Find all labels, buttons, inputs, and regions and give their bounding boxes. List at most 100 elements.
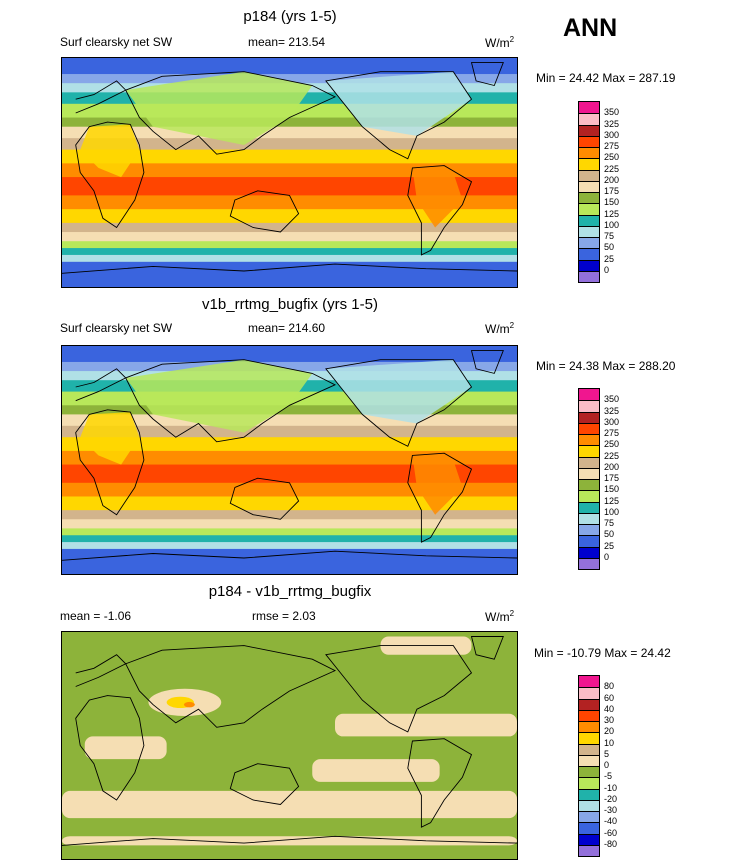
map-band (62, 542, 517, 550)
colorbar-tick-label: 60 (604, 692, 615, 703)
colorbar-swatch (579, 732, 599, 744)
map-band (62, 437, 517, 452)
colorbar-swatch (579, 743, 599, 755)
colorbar-tick-label: 30 (604, 715, 615, 725)
panel-2-map (61, 345, 518, 575)
colorbar-tick-label: 350 (604, 107, 620, 118)
map-coastline (325, 71, 473, 160)
colorbar-swatch (579, 158, 599, 170)
map-band (62, 496, 517, 511)
panel-1-minmax: Min = 24.42 Max = 287.19 (536, 71, 676, 85)
panel-2-minmax: Min = 24.38 Max = 288.20 (536, 359, 676, 373)
map-band (62, 163, 517, 178)
map-coastline (75, 368, 127, 402)
colorbar-tick-label: 25 (604, 253, 615, 264)
map-coastline (325, 645, 473, 733)
map-band (62, 519, 517, 529)
colorbar-swatch (579, 799, 599, 811)
map-coastline (62, 835, 517, 846)
annual-label: ANN (563, 14, 618, 42)
map-coastline (407, 452, 473, 543)
panel-1-variable: Surf clearsky net SW (60, 35, 173, 49)
colorbar-swatch (579, 400, 599, 412)
map-band (62, 425, 517, 438)
colorbar-tick-label: 20 (604, 726, 615, 737)
panel-1-map (61, 57, 518, 288)
colorbar-tick-label: 275 (604, 141, 620, 151)
colorbar-tick-label: 275 (604, 428, 620, 438)
map-band (62, 254, 517, 263)
map-coastline (125, 645, 337, 728)
colorbar-swatch (579, 248, 599, 260)
colorbar-tick-label: -30 (604, 805, 618, 815)
colorbar-swatch (579, 676, 599, 688)
panel-2-mean: mean= 214.60 (248, 321, 326, 335)
colorbar-swatch (579, 270, 599, 282)
colorbar-tick-label: -80 (604, 838, 618, 849)
map-band (62, 248, 517, 256)
panel-1-title: p184 (yrs 1-5) (243, 8, 337, 25)
colorbar-swatch (579, 102, 599, 114)
colorbar-swatch (579, 445, 599, 457)
panel-3-mean: mean = -1.06 (60, 609, 132, 623)
panel-2-colorbar (578, 388, 600, 570)
colorbar-swatch (579, 709, 599, 721)
colorbar-tick-label: 100 (604, 219, 620, 230)
colorbar-swatch (579, 788, 599, 800)
panel-2-units: W/m2 (485, 321, 515, 336)
colorbar-swatch (579, 203, 599, 215)
map-band (62, 535, 517, 543)
map-coastline (470, 636, 504, 660)
map-band (62, 346, 517, 363)
colorbar-swatch (579, 147, 599, 159)
colorbar-swatch (579, 754, 599, 766)
colorbar-tick-label: 175 (604, 186, 620, 196)
map-coastline (229, 190, 300, 233)
colorbar-tick-label: -5 (604, 771, 613, 782)
map-band (62, 195, 517, 210)
colorbar-tick-label: 250 (604, 152, 620, 163)
panel-3-rmse: rmse = 2.03 (252, 609, 316, 623)
map-coastline (75, 121, 145, 229)
colorbar-swatch (579, 512, 599, 524)
colorbar-tick-label: 125 (604, 208, 620, 219)
map-coastline (125, 71, 337, 155)
colorbar-tick-label: 300 (604, 416, 620, 427)
map-patch (335, 713, 517, 737)
colorbar-swatch (579, 535, 599, 547)
map-band (62, 74, 517, 84)
map-band (62, 209, 517, 224)
colorbar-swatch (579, 124, 599, 136)
colorbar-tick-label: -40 (604, 816, 618, 827)
colorbar-swatch (579, 777, 599, 789)
colorbar-tick-label: 50 (604, 242, 615, 253)
colorbar-tick-label: 75 (604, 231, 615, 241)
map-band (62, 138, 517, 151)
colorbar-swatch (579, 546, 599, 558)
colorbar-swatch (579, 833, 599, 845)
colorbar-tick-label: -60 (604, 827, 618, 838)
map-band (62, 361, 517, 372)
colorbar-swatch (579, 524, 599, 536)
colorbar-swatch (579, 169, 599, 181)
map-coastline (75, 80, 127, 114)
map-coastline (75, 695, 145, 801)
map-land-fill (125, 71, 313, 145)
panel-3-units: W/m2 (485, 609, 515, 624)
colorbar-swatch (579, 844, 599, 856)
map-land-fill (325, 71, 472, 136)
colorbar-tick-label: 250 (604, 439, 620, 450)
map-patch (84, 736, 167, 760)
colorbar-swatch (579, 501, 599, 513)
colorbar-tick-label: 40 (604, 703, 615, 714)
map-band (62, 149, 517, 164)
colorbar-swatch (579, 192, 599, 204)
panel-1-units: W/m2 (485, 35, 515, 50)
map-band (62, 58, 517, 75)
colorbar-swatch (579, 434, 599, 446)
colorbar-tick-label: 200 (604, 174, 620, 185)
map-band (62, 528, 517, 536)
map-land-fill (412, 167, 463, 228)
map-patch (62, 790, 517, 819)
panel-2-variable: Surf clearsky net SW (60, 321, 173, 335)
